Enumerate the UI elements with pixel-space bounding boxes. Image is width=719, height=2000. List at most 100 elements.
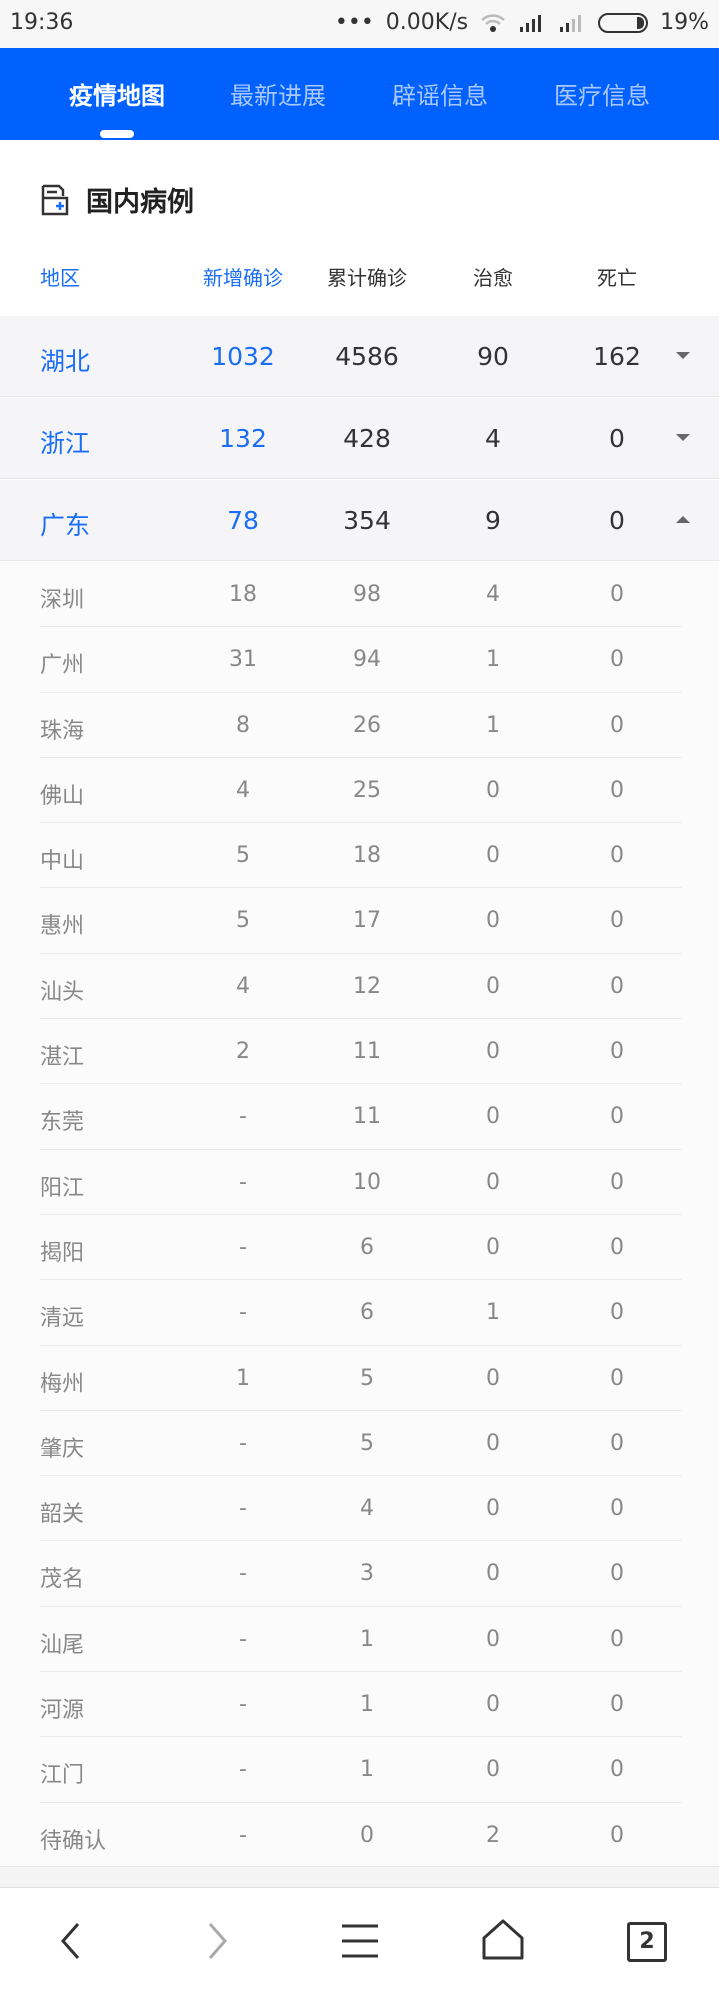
city-name: 汕头 xyxy=(40,979,85,1005)
city-new: 5 xyxy=(236,843,250,869)
home-icon[interactable] xyxy=(478,1916,528,1966)
city-cured: 0 xyxy=(486,1104,500,1130)
active-tab-indicator xyxy=(100,130,134,138)
city-row: 珠海 8 26 1 0 xyxy=(0,693,719,759)
city-row: 揭阳 - 6 0 0 xyxy=(0,1215,719,1281)
col-total-confirmed[interactable]: 累计确诊 xyxy=(327,266,407,290)
city-cured: 0 xyxy=(486,1561,500,1587)
city-dead: 0 xyxy=(610,1430,624,1456)
col-new-confirmed[interactable]: 新增确诊 xyxy=(203,266,283,290)
province-cured: 90 xyxy=(477,342,509,371)
city-total: 4 xyxy=(360,1496,374,1522)
city-row: 佛山 4 25 0 0 xyxy=(0,758,719,824)
city-total: 6 xyxy=(360,1234,374,1260)
city-cured: 1 xyxy=(486,647,500,673)
tab-epidemic-map[interactable]: 疫情地图 xyxy=(69,82,165,110)
city-name: 湛江 xyxy=(40,1045,85,1071)
city-row: 东莞 - 11 0 0 xyxy=(0,1084,719,1150)
province-new: 1032 xyxy=(211,342,275,371)
back-icon[interactable] xyxy=(47,1916,97,1966)
city-new: - xyxy=(239,1692,247,1718)
city-cured: 0 xyxy=(486,777,500,803)
city-row: 梅州 1 5 0 0 xyxy=(0,1346,719,1412)
city-dead: 0 xyxy=(610,1626,624,1652)
collapse-arrow-icon[interactable] xyxy=(676,516,690,523)
city-dead: 0 xyxy=(610,647,624,673)
province-row[interactable]: 湖北 1032 4586 90 162 xyxy=(0,316,719,397)
city-cured: 0 xyxy=(486,1757,500,1783)
col-dead[interactable]: 死亡 xyxy=(597,266,637,290)
city-name: 待确认 xyxy=(40,1828,107,1854)
city-total: 25 xyxy=(353,777,381,803)
city-row: 待确认 - 0 2 0 xyxy=(0,1803,719,1869)
city-row: 茂名 - 3 0 0 xyxy=(0,1541,719,1608)
city-name: 惠州 xyxy=(40,914,85,940)
city-row: 深圳 18 98 4 0 xyxy=(0,562,719,628)
city-name: 梅州 xyxy=(40,1371,85,1397)
province-dead: 0 xyxy=(609,424,625,453)
city-total: 1 xyxy=(360,1692,374,1718)
city-name: 清远 xyxy=(40,1306,85,1332)
tab-medical-info[interactable]: 医疗信息 xyxy=(554,82,650,110)
city-row: 汕尾 - 1 0 0 xyxy=(0,1607,719,1673)
province-total: 4586 xyxy=(335,342,399,371)
top-tab-bar: 疫情地图 最新进展 辟谣信息 医疗信息 xyxy=(0,48,719,140)
city-dead: 0 xyxy=(610,1365,624,1391)
city-new: - xyxy=(239,1104,247,1130)
city-total: 1 xyxy=(360,1757,374,1783)
city-total: 18 xyxy=(353,843,381,869)
city-dead: 0 xyxy=(610,908,624,934)
city-cured: 1 xyxy=(486,712,500,738)
city-cured: 0 xyxy=(486,1496,500,1522)
city-row: 广州 31 94 1 0 xyxy=(0,627,719,693)
forward-icon[interactable] xyxy=(191,1916,241,1966)
city-dead: 0 xyxy=(610,1104,624,1130)
medical-record-icon xyxy=(41,184,69,215)
city-row: 河源 - 1 0 0 xyxy=(0,1672,719,1738)
wifi-icon xyxy=(481,13,505,32)
tabs-button[interactable]: 2 xyxy=(627,1922,667,1962)
city-new: - xyxy=(239,1169,247,1195)
city-dead: 0 xyxy=(610,1822,624,1848)
menu-icon[interactable] xyxy=(335,1916,385,1966)
province-name: 浙江 xyxy=(40,429,91,458)
city-cured: 0 xyxy=(486,1365,500,1391)
tab-rumor-info[interactable]: 辟谣信息 xyxy=(392,82,488,110)
city-total: 5 xyxy=(360,1365,374,1391)
battery-icon xyxy=(598,12,649,33)
city-name: 肇庆 xyxy=(40,1436,85,1462)
city-cured: 2 xyxy=(486,1822,500,1848)
city-total: 1 xyxy=(360,1626,374,1652)
province-total: 354 xyxy=(343,506,391,535)
city-new: - xyxy=(239,1757,247,1783)
city-new: - xyxy=(239,1561,247,1587)
city-dead: 0 xyxy=(610,1561,624,1587)
city-name: 阳江 xyxy=(40,1175,85,1201)
city-name: 深圳 xyxy=(40,588,85,613)
province-row[interactable]: 浙江 132 428 4 0 xyxy=(0,398,719,479)
city-dead: 0 xyxy=(610,582,624,607)
city-name: 韶关 xyxy=(40,1502,85,1528)
city-total: 12 xyxy=(353,973,381,999)
expand-arrow-icon[interactable] xyxy=(676,352,690,359)
city-new: - xyxy=(239,1822,247,1848)
signal-icon-2 xyxy=(560,14,582,32)
city-cured: 0 xyxy=(486,1234,500,1260)
tab-latest-news[interactable]: 最新进展 xyxy=(230,82,326,110)
divider-band xyxy=(0,1866,719,1888)
province-name: 湖北 xyxy=(40,347,91,376)
city-new: 1 xyxy=(236,1365,250,1391)
city-new: - xyxy=(239,1626,247,1652)
city-name: 汕尾 xyxy=(40,1632,85,1658)
expand-arrow-icon[interactable] xyxy=(676,434,690,441)
col-cured[interactable]: 治愈 xyxy=(473,266,513,290)
city-name: 珠海 xyxy=(40,718,85,744)
city-row: 湛江 2 11 0 0 xyxy=(0,1019,719,1085)
city-new: 2 xyxy=(236,1039,250,1065)
city-dead: 0 xyxy=(610,843,624,869)
province-cured: 9 xyxy=(485,506,501,535)
city-new: 18 xyxy=(229,582,257,607)
city-cured: 1 xyxy=(486,1300,500,1326)
city-cured: 0 xyxy=(486,843,500,869)
province-row[interactable]: 广东 78 354 9 0 xyxy=(0,480,719,561)
